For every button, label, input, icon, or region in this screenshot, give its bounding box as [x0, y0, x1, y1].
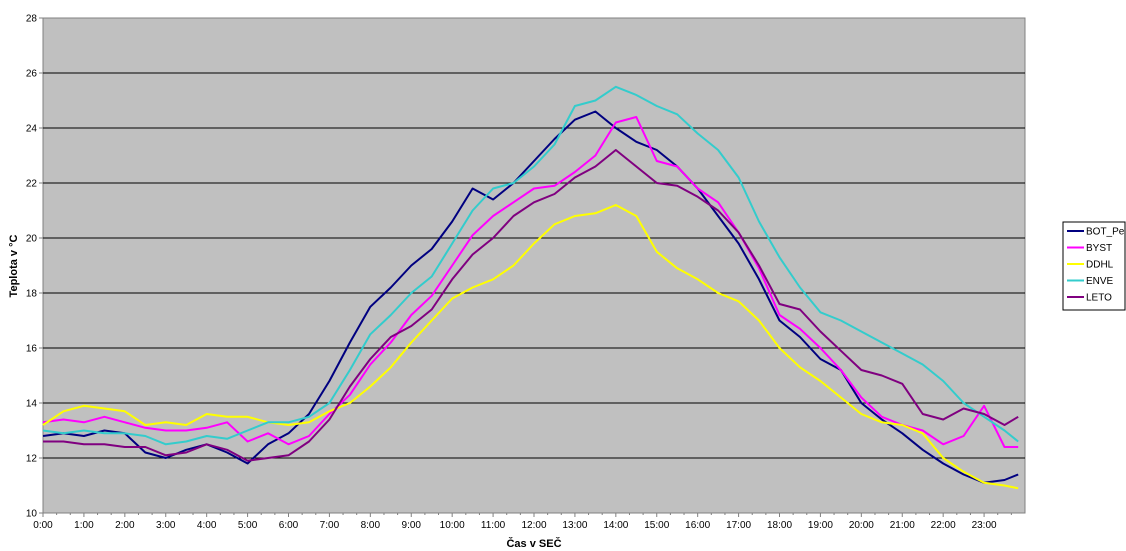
- x-tick-label: 11:00: [481, 520, 506, 531]
- x-tick-label: 1:00: [74, 520, 94, 531]
- x-tick-label: 20:00: [849, 520, 874, 531]
- y-tick-label: 22: [26, 179, 38, 190]
- x-tick-label: 16:00: [685, 520, 710, 531]
- x-tick-label: 6:00: [279, 520, 299, 531]
- series-line-enve: [42, 85, 1019, 446]
- series-line-byst: [42, 116, 1019, 448]
- x-tick-label: 22:00: [931, 520, 956, 531]
- y-tick-label: 12: [26, 454, 38, 465]
- x-tick-label: 15:00: [644, 520, 669, 531]
- x-tick-label: 4:00: [197, 520, 217, 531]
- y-tick-label: 26: [26, 69, 38, 80]
- y-tick-label: 28: [26, 14, 38, 25]
- y-tick-label: 14: [26, 399, 38, 410]
- y-tick-label: 10: [26, 509, 38, 520]
- series-lines: [42, 85, 1019, 490]
- legend-label-enve: ENVE: [1086, 276, 1114, 287]
- legend-label-byst: BYST: [1086, 243, 1112, 254]
- y-axis-ticks: 10 12 14 16 18 20 22 24 26 28: [26, 14, 43, 520]
- series-line-ddhl: [42, 204, 1019, 490]
- x-tick-label: 0:00: [33, 520, 53, 531]
- plot-area: [42, 17, 1026, 514]
- x-tick-label: 17:00: [726, 520, 751, 531]
- y-tick-label: 24: [26, 124, 38, 135]
- x-axis-title: Čas v SEČ: [506, 537, 561, 550]
- x-tick-label: 5:00: [238, 520, 258, 531]
- x-tick-label: 19:00: [808, 520, 833, 531]
- legend-box: [1062, 221, 1126, 311]
- x-tick-label: 8:00: [361, 520, 381, 531]
- x-tick-label: 13:00: [562, 520, 587, 531]
- y-tick-label: 16: [26, 344, 38, 355]
- legend-label-ddhl: DDHL: [1086, 260, 1114, 271]
- legend: BOT_Pe BYST DDHL ENVE LETO: [1062, 221, 1126, 311]
- legend-label-leto: LETO: [1086, 293, 1112, 304]
- x-tick-label: 23:00: [972, 520, 997, 531]
- gridlines: [43, 72, 1025, 459]
- y-axis-title: Teplota v °C: [8, 235, 20, 298]
- x-tick-label: 12:00: [521, 520, 546, 531]
- x-tick-label: 9:00: [402, 520, 422, 531]
- x-tick-label: 2:00: [115, 520, 135, 531]
- x-tick-label: 21:00: [890, 520, 915, 531]
- y-tick-label: 18: [26, 289, 38, 300]
- legend-label-bot_pe: BOT_Pe: [1086, 227, 1125, 238]
- x-tick-label: 14:00: [603, 520, 628, 531]
- y-tick-label: 20: [26, 234, 38, 245]
- x-tick-label: 3:00: [156, 520, 176, 531]
- series-line-leto: [43, 149, 1019, 462]
- x-axis-ticks: 0:00 1:00 2:00 3:00 4:00 5:00 6:00 7:00 8:00 9:00…: [33, 513, 1012, 531]
- x-tick-label: 7:00: [320, 520, 340, 531]
- x-tick-label: 10:00: [440, 520, 465, 531]
- x-tick-label: 18:00: [767, 520, 792, 531]
